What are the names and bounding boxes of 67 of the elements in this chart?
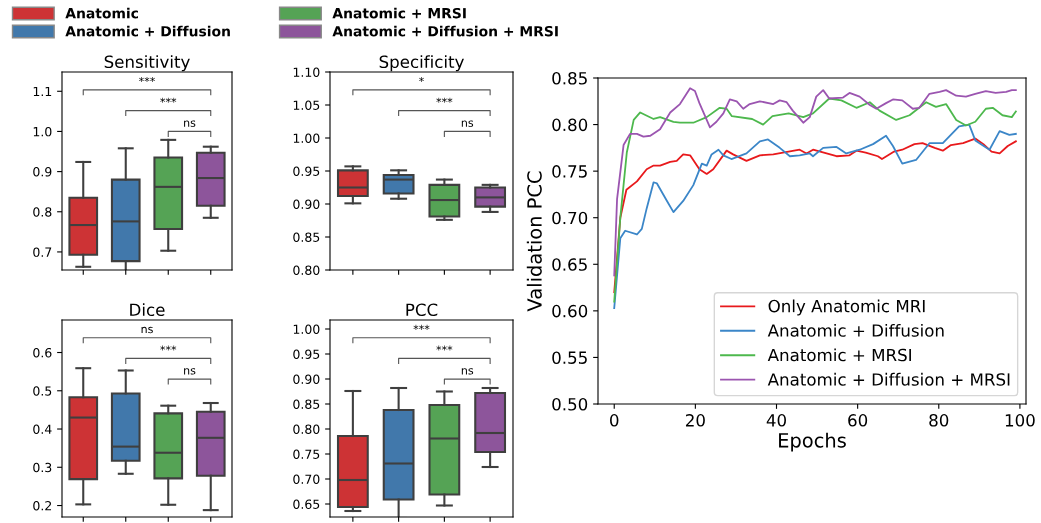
y-tick-label: 0.65	[293, 499, 320, 509]
y-tick-label: 1.10	[293, 67, 320, 77]
x-tick-label: 80	[929, 414, 949, 427]
legend-label: Anatomic + MRSI	[767, 348, 911, 362]
y-tick-label: 0.70	[552, 211, 588, 225]
legend-label: Anatomic + Diffusion	[767, 323, 944, 337]
annotation: *	[419, 76, 424, 82]
legend-label: Anatomic + Diffusion + MRSI	[767, 372, 1010, 386]
x-tick-label: 40	[766, 414, 786, 427]
y-tick-label: 0.60	[552, 304, 588, 318]
y-tick-label: 0.2	[33, 501, 52, 511]
y-tick-label: 0.95	[293, 349, 320, 359]
y-tick-label: 0.90	[293, 374, 320, 384]
annotation: ns	[461, 120, 474, 127]
y-tick-label: 0.75	[552, 165, 587, 178]
annotation: ***	[436, 97, 453, 103]
y-tick-label: 1.00	[293, 324, 320, 334]
y-tick-label: 0.9	[33, 167, 52, 177]
y-tick-label: 0.4	[33, 424, 52, 434]
y-tick-label: 0.95	[293, 166, 320, 176]
annotation: ***	[139, 76, 155, 82]
annotation: ns	[184, 120, 196, 127]
legend-label: Only Anatomic MRI	[768, 299, 925, 316]
y-tick-label: 1.00	[293, 133, 320, 143]
x-tick-label: 60	[848, 414, 868, 427]
annotation: ns	[141, 326, 153, 334]
legend-label: Anatomic + Diffusion + MRSI	[332, 25, 558, 37]
y-tick-label: 0.70	[293, 474, 320, 484]
y-tick-label: 0.55	[552, 351, 587, 364]
y-tick-label: 0.3	[33, 462, 52, 473]
annotation: ***	[160, 345, 177, 351]
y-tick-label: 0.75	[293, 449, 320, 459]
legend-label: Anatomic + Diffusion	[65, 25, 230, 37]
y-tick-label: 1.05	[293, 100, 320, 110]
y-tick-label: 0.8	[33, 207, 52, 217]
y-tick-label: 1.1	[33, 86, 52, 97]
y-tick-label: 0.85	[293, 232, 320, 242]
chart-title: Specificity	[379, 55, 464, 72]
x-tick-label: 100	[1005, 414, 1035, 427]
y-tick-label: 0.90	[293, 199, 320, 209]
y-tick-label: 0.85	[552, 71, 587, 85]
annotation: ns	[184, 368, 196, 375]
line-series	[613, 87, 1017, 277]
y-axis-title: Validation PCC	[526, 171, 542, 312]
annotation: ***	[436, 345, 453, 351]
y-tick-label: 0.5	[33, 386, 52, 396]
y-tick-label: 1.0	[33, 126, 52, 137]
y-tick-label: 0.80	[293, 424, 320, 434]
y-tick-label: 0.65	[552, 258, 587, 271]
annotation: ***	[160, 97, 177, 103]
y-tick-label: 0.50	[552, 397, 588, 411]
line-series	[613, 137, 1017, 294]
x-tick-label: 20	[685, 414, 705, 427]
x-axis-title: Epochs	[779, 432, 846, 452]
y-tick-label: 0.6	[33, 347, 52, 358]
chart-title: Dice	[130, 303, 165, 317]
y-tick-label: 0.7	[33, 247, 52, 257]
annotation: ns	[461, 368, 474, 375]
x-tick-label: 0	[610, 414, 619, 427]
y-tick-label: 0.80	[293, 265, 320, 275]
y-tick-label: 0.85	[293, 399, 320, 409]
legend-label: Anatomic + MRSI	[332, 7, 466, 19]
y-tick-label: 0.80	[552, 118, 588, 132]
legend-label: Anatomic	[65, 7, 139, 19]
annotation: ***	[413, 324, 430, 330]
chart-title: Sensitivity	[104, 55, 190, 72]
chart-title: PCC	[406, 303, 438, 317]
